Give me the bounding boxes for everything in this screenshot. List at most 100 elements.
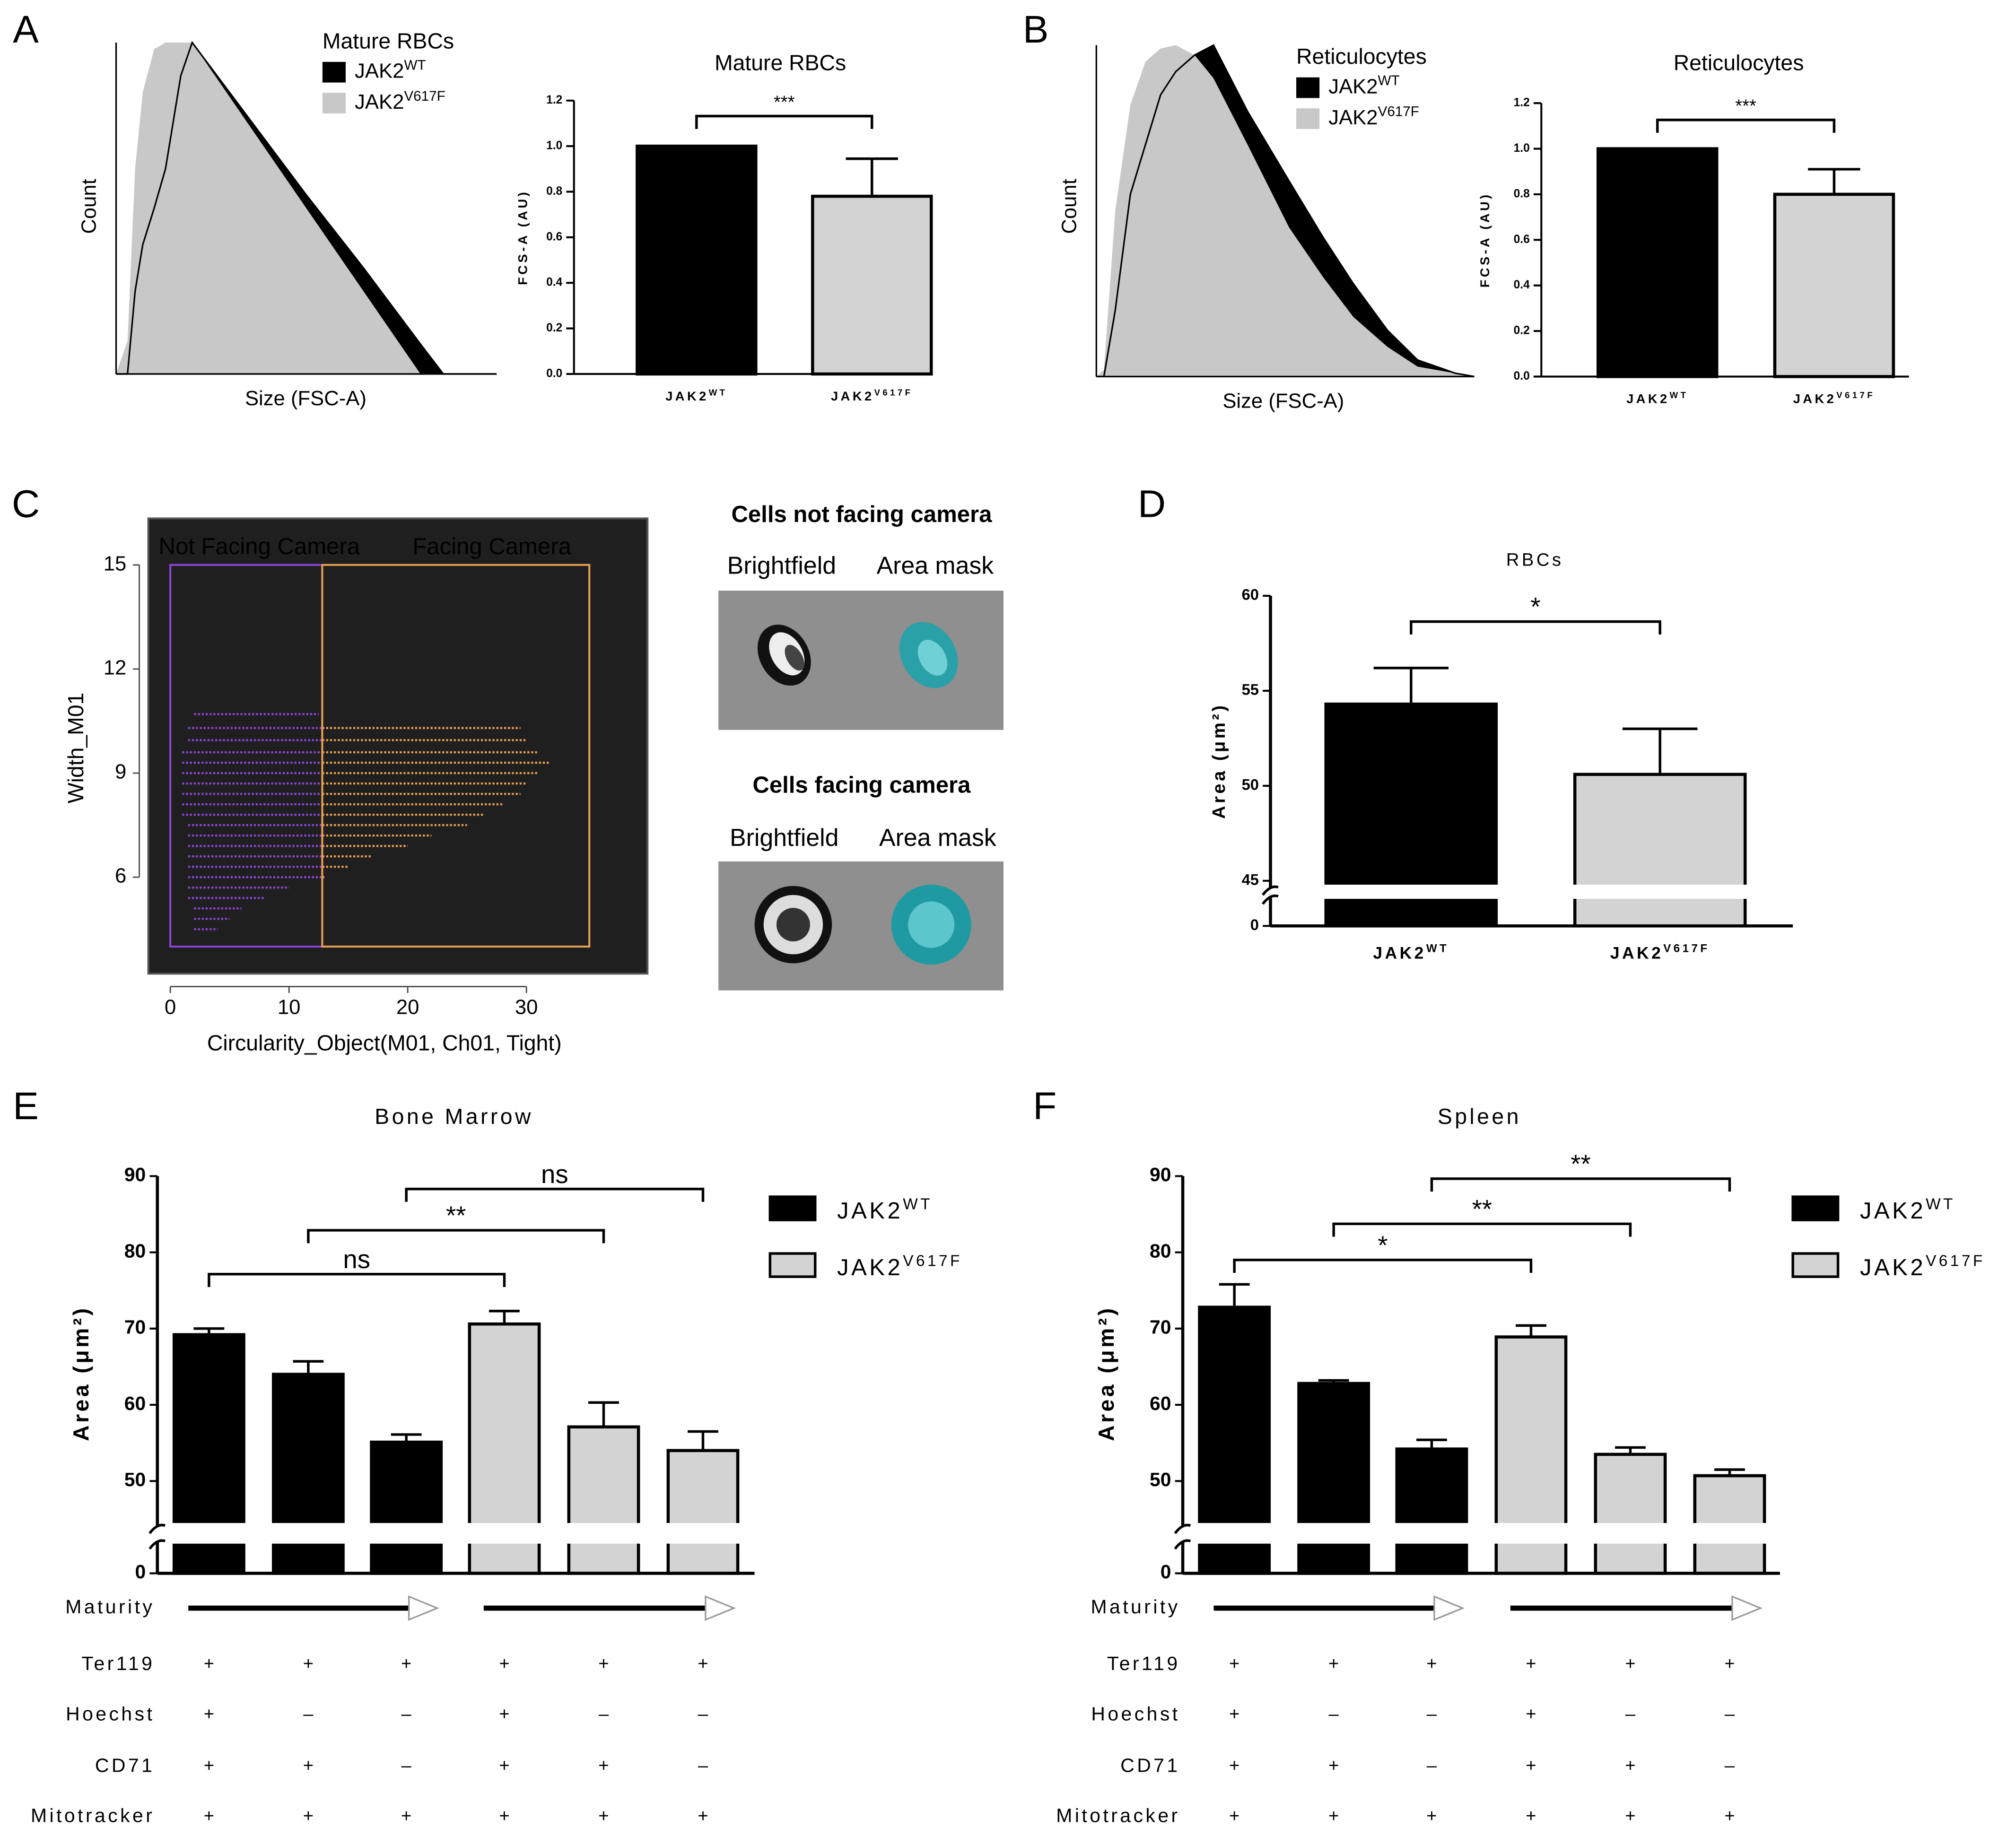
marker-sign: + (303, 1653, 314, 1674)
chart-title: Spleen (1438, 1104, 1521, 1129)
marker-sign: + (1328, 1806, 1339, 1826)
y-tick-label: 50 (124, 1469, 146, 1490)
marker-sign: + (1328, 1756, 1339, 1776)
inset-label: Area mask (879, 824, 996, 851)
marker-sign: + (499, 1704, 509, 1724)
significance-label: * (1378, 1231, 1388, 1260)
row-label: Ter119 (82, 1653, 155, 1674)
cell-mask (917, 640, 948, 676)
panel-label: E (13, 1085, 39, 1128)
panel-label: F (1033, 1085, 1056, 1128)
row-label: Mitotracker (1056, 1805, 1180, 1827)
y-tick-label: 0.2 (546, 322, 562, 334)
inset-title: Cells not facing camera (731, 502, 992, 527)
row-label: CD71 (1120, 1754, 1180, 1776)
y-tick-label: 60 (124, 1392, 146, 1414)
marker-sign: + (1526, 1653, 1536, 1674)
marker-sign: – (1427, 1704, 1437, 1724)
x-axis-label: Circularity_Object(M01, Ch01, Tight) (207, 1030, 562, 1055)
x-tick-label: 20 (396, 996, 419, 1018)
y-tick-label: 1.0 (1514, 142, 1530, 155)
bar (1597, 147, 1719, 378)
legend-label: JAK2WT (837, 1196, 933, 1224)
legend-title: Reticulocytes (1296, 44, 1427, 69)
marker-sign: + (598, 1806, 609, 1826)
marker-sign: + (303, 1806, 314, 1826)
y-axis-label: Area (μm²) (1209, 703, 1229, 818)
bar (1395, 1447, 1468, 1575)
significance-bracket (1656, 118, 1836, 133)
marker-sign: + (204, 1704, 214, 1724)
x-axis-label: Size (FSC-A) (1222, 390, 1344, 412)
marker-sign: – (698, 1756, 708, 1776)
row-label: Hoechst (66, 1703, 155, 1724)
maturity-arrowhead (1731, 1595, 1763, 1621)
bar (567, 1425, 640, 1575)
marker-sign: – (599, 1704, 609, 1724)
y-tick-label: 0.4 (1514, 278, 1530, 291)
y-tick-label: 80 (124, 1240, 146, 1262)
legend-label: JAK2V617F (1860, 1253, 1985, 1280)
chart-title: RBCs (1506, 549, 1563, 570)
significance-label: * (1530, 592, 1540, 621)
marker-sign: + (1625, 1653, 1635, 1674)
marker-sign: + (598, 1756, 609, 1776)
marker-sign: – (401, 1704, 412, 1724)
y-tick-label: 70 (1150, 1316, 1171, 1338)
significance-label: ** (1571, 1149, 1590, 1178)
legend-swatch (322, 61, 346, 83)
y-tick-label: 80 (1150, 1240, 1171, 1262)
bar (636, 144, 758, 376)
y-tick-label: 0 (135, 1561, 146, 1583)
legend-label: JAK2WT (355, 57, 426, 82)
inset-title: Cells facing camera (752, 773, 971, 798)
x-tick-label: JAK2WT (1626, 390, 1688, 406)
y-tick-label: 0.6 (546, 230, 562, 243)
marker-sign: + (698, 1806, 708, 1826)
row-label: Maturity (1091, 1596, 1180, 1618)
x-tick-label: 30 (515, 996, 538, 1018)
y-tick-label: 60 (1242, 586, 1259, 603)
y-tick-label: 0.2 (1514, 324, 1530, 337)
inset-label: Area mask (877, 552, 994, 579)
marker-sign: – (1329, 1704, 1339, 1724)
cell-brightfield (785, 644, 804, 671)
y-tick-label: 45 (1242, 870, 1259, 888)
legend-swatch (1791, 1252, 1840, 1278)
marker-sign: + (1724, 1653, 1735, 1674)
marker-sign: + (1229, 1704, 1239, 1724)
panel-label: C (12, 482, 40, 525)
marker-sign: + (499, 1756, 509, 1776)
marker-sign: + (1426, 1806, 1437, 1826)
y-tick-label: 50 (1242, 776, 1259, 793)
axis-break-gap (1185, 1523, 1783, 1544)
maturity-arrowhead (408, 1595, 439, 1621)
significance-label: ** (1472, 1194, 1492, 1223)
marker-sign: – (401, 1756, 412, 1776)
y-tick-label: 12 (104, 656, 127, 679)
x-tick-label: JAK2V617F (1793, 390, 1875, 406)
y-axis-label: Area (μm²) (1094, 1305, 1118, 1441)
gate (321, 564, 591, 948)
y-axis-label: Count (78, 179, 100, 234)
marker-sign: + (401, 1806, 411, 1826)
legend-swatch (768, 1195, 817, 1221)
legend-label: JAK2V617F (837, 1253, 962, 1280)
y-tick-label: 1.2 (1514, 96, 1530, 109)
legend-swatch (1296, 108, 1320, 129)
marker-sign: + (1724, 1806, 1735, 1826)
axis-break (148, 1523, 166, 1550)
marker-sign: + (499, 1653, 509, 1674)
y-tick-label: 0.8 (1514, 187, 1530, 200)
marker-sign: + (204, 1806, 214, 1826)
bar (1573, 773, 1747, 928)
y-tick-label: 1.2 (546, 94, 562, 106)
marker-sign: + (1229, 1756, 1239, 1776)
histogram-area (1096, 45, 1475, 377)
y-tick-label: 55 (1242, 681, 1259, 698)
legend-swatch (322, 93, 346, 114)
chart-title: Bone Marrow (375, 1104, 533, 1129)
legend-label: JAK2WT (1328, 73, 1399, 98)
y-tick-label: 0 (1250, 916, 1259, 933)
